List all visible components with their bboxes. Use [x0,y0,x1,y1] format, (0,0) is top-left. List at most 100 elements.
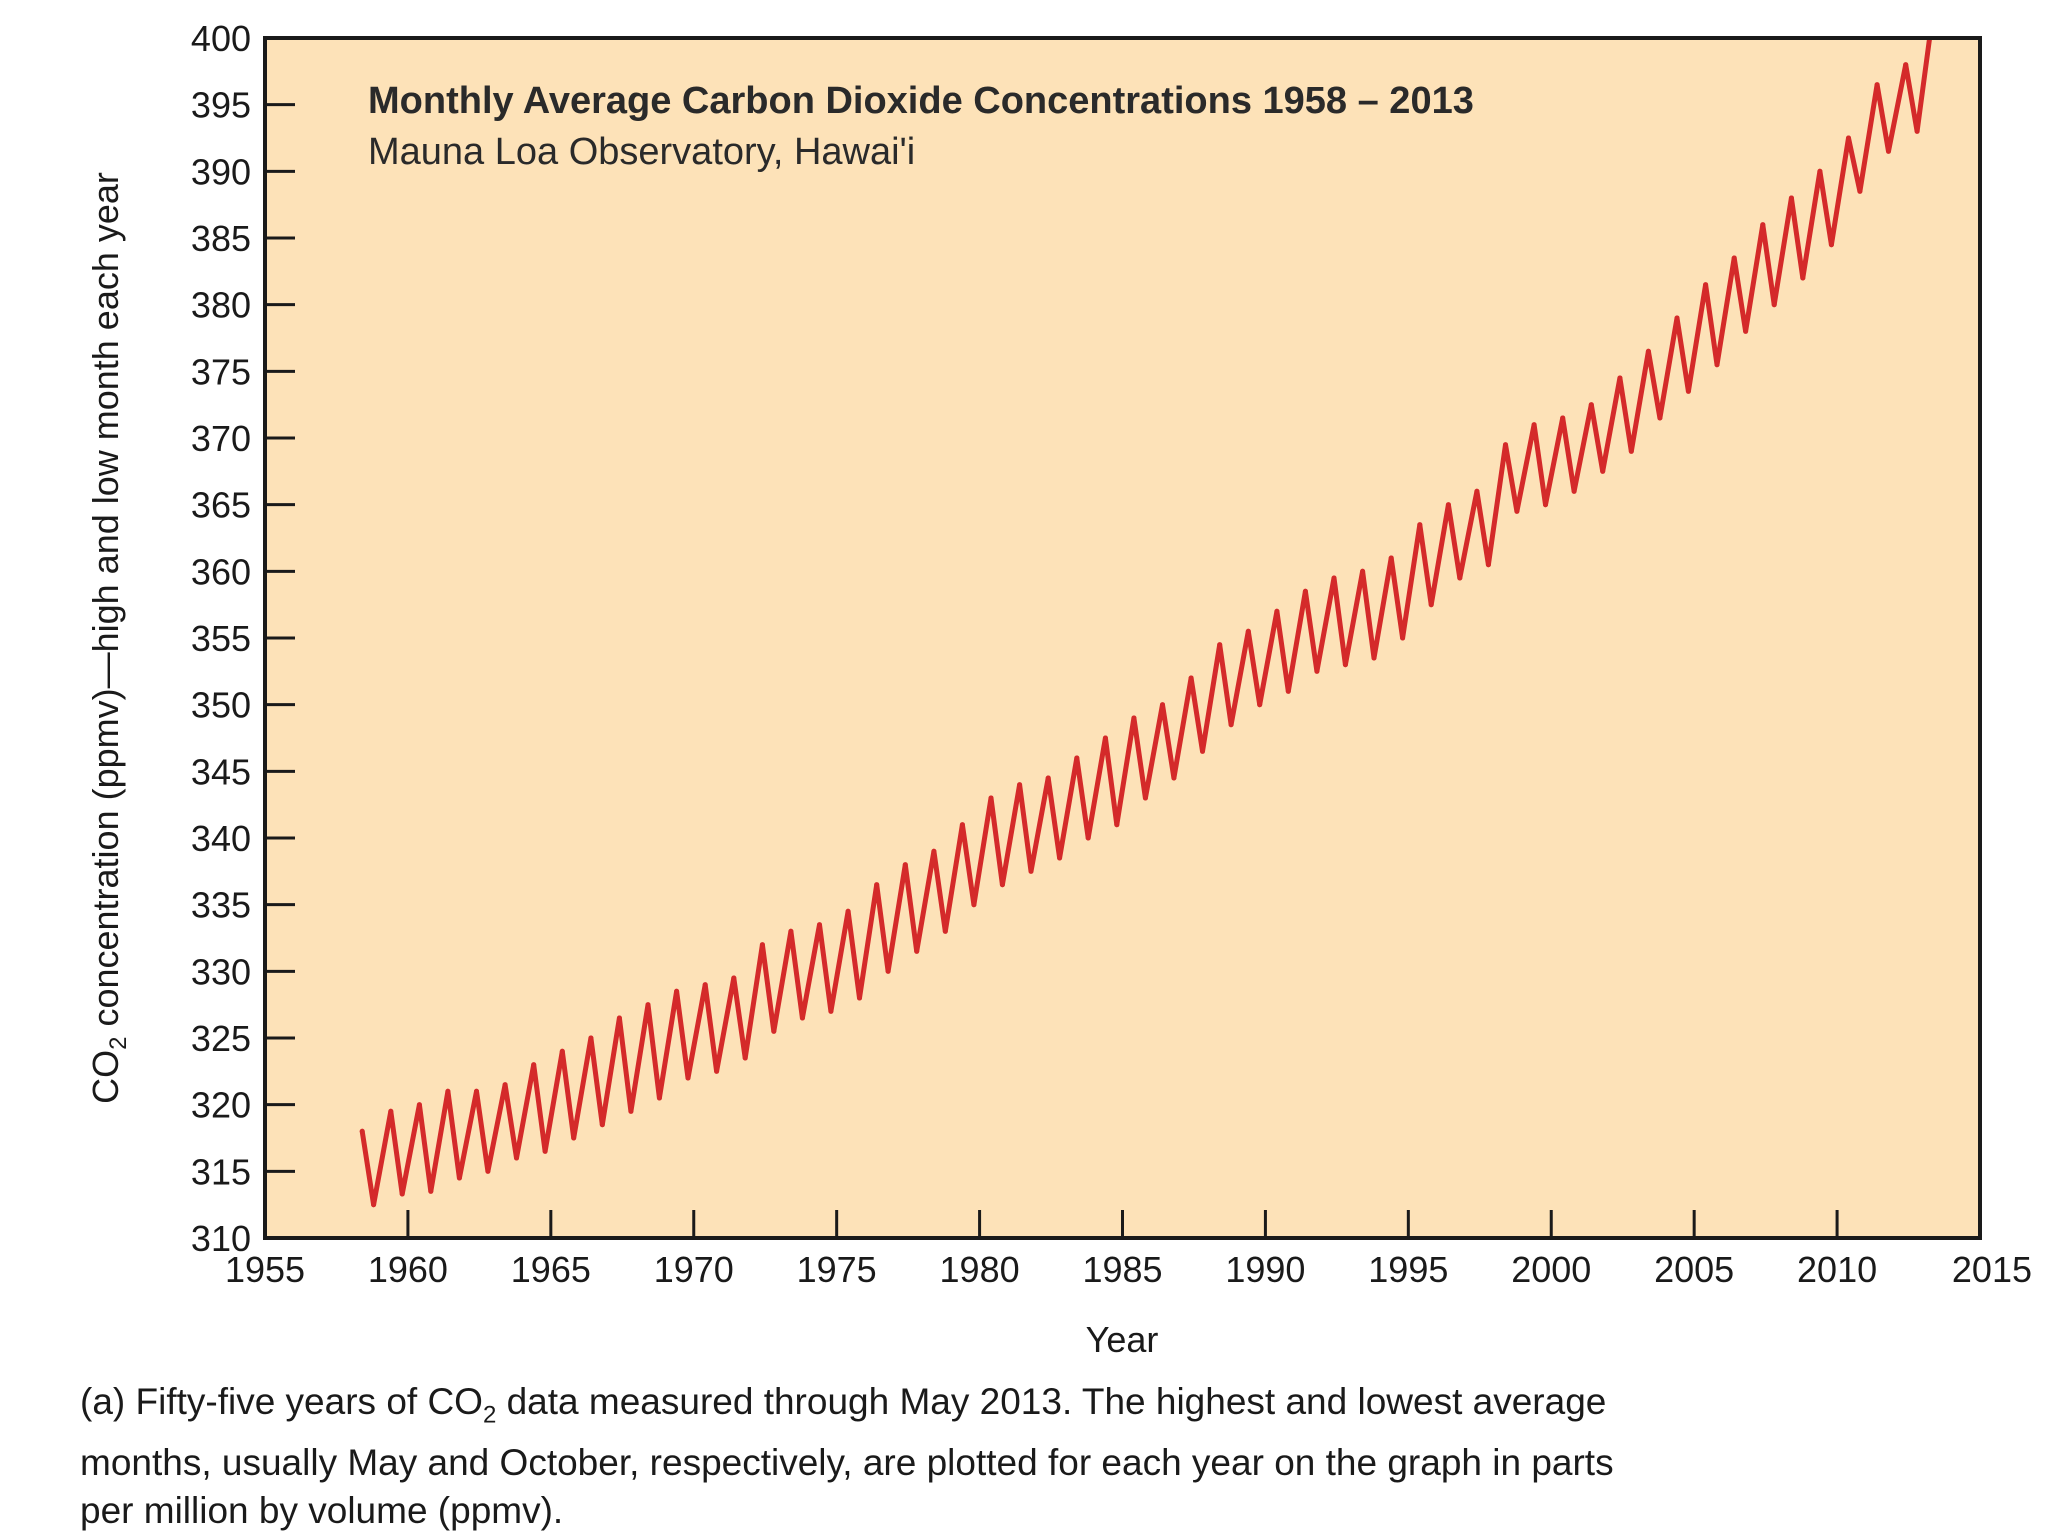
data-point [902,862,908,868]
data-point [1474,488,1480,494]
data-point [1929,22,1934,27]
data-point [1445,502,1451,508]
data-point [1028,868,1034,874]
x-axis-ticks: 1955 1960 1965 1970 1975 1980 1985 1990 1995 2000… [225,1210,2032,1290]
data-point [1245,628,1251,634]
data-point [828,1008,834,1014]
data-point [1714,362,1720,368]
data-point [1274,608,1280,614]
data-point [485,1168,491,1174]
figure-caption: (a) Fifty-five years of CO2 data measure… [80,1378,2020,1535]
data-point [1788,195,1794,201]
data-point [656,1095,662,1101]
data-point [1531,422,1537,428]
y-tick-label: 360 [191,551,251,592]
data-point [674,988,680,994]
plot-frame [263,36,1982,1240]
caption-line3: per million by volume (ppmv). [80,1490,564,1532]
y-tick-label: 335 [191,885,251,926]
data-point [388,1108,394,1114]
data-point [1285,688,1291,694]
data-point [857,995,862,1001]
data-point [599,1122,605,1128]
data-point [588,1035,594,1041]
caption-line1-start: (a) Fifty-five years of CO [80,1381,483,1422]
data-point [1400,635,1406,641]
data-point [874,882,880,888]
data-point [799,1015,805,1021]
data-point [502,1082,508,1088]
y-axis-title-rest: concentration (ppmv)—high and low month … [85,172,126,1036]
y-tick-label: 355 [191,618,251,659]
data-point [1645,348,1651,354]
data-point [1142,795,1148,801]
y-tick-label: 380 [191,285,251,326]
data-point [1685,388,1691,394]
data-point [428,1188,434,1194]
y-tick-label: 315 [191,1151,251,1192]
x-tick-label: 1995 [1368,1249,1448,1290]
y-tick-label: 310 [191,1218,251,1259]
data-point [1228,722,1234,728]
y-tick-label: 345 [191,751,251,792]
data-point [959,822,965,828]
x-tick-label: 1960 [368,1249,448,1290]
data-point [1485,562,1491,568]
data-point [1617,375,1623,381]
data-point [1331,575,1337,581]
data-point [1160,702,1165,708]
data-point [817,922,822,928]
data-point [371,1202,377,1208]
data-point [1074,755,1080,761]
data-point [1703,282,1709,288]
data-point [702,982,708,988]
data-point [1360,568,1366,574]
data-point [1057,855,1063,861]
data-point [645,1002,651,1008]
data-point [1217,642,1223,648]
data-point [399,1191,405,1197]
data-point [359,1128,365,1134]
y-tick-label: 320 [191,1085,251,1126]
y-tick-label: 350 [191,685,251,726]
data-point [742,1055,748,1061]
data-point [1628,448,1634,454]
data-point [628,1108,634,1114]
data-point [1371,655,1377,661]
data-point [1560,415,1566,421]
data-point [1731,255,1737,261]
data-point [1857,188,1863,194]
data-point [514,1155,519,1161]
data-point [1828,242,1834,248]
data-point [1743,328,1749,334]
data-point [1886,148,1891,154]
data-point [1600,468,1606,474]
data-point [1800,275,1806,281]
data-point [1388,555,1394,561]
x-tick-label: 1990 [1225,1249,1305,1290]
data-point [788,928,794,934]
data-point [1771,302,1777,308]
data-point [1817,168,1823,174]
caption-line2: months, usually May and October, respect… [80,1442,1614,1484]
data-point [1085,835,1091,841]
x-tick-label: 1955 [225,1249,305,1290]
y-axis-title: CO2 concentration (ppmv)—high and low mo… [85,172,132,1104]
data-point [1200,748,1205,754]
data-point [685,1075,691,1081]
data-point [771,1028,777,1034]
x-tick-label: 1965 [511,1249,591,1290]
y-axis-title-subscript: 2 [105,1037,132,1050]
data-point [999,882,1005,888]
plot-area [265,38,1980,1238]
data-point [845,908,851,914]
x-tick-label: 1985 [1082,1249,1162,1290]
data-points [359,22,1934,1208]
data-point [1503,442,1508,448]
data-point [1657,415,1663,421]
x-tick-label: 1975 [797,1249,877,1290]
data-point [1342,662,1348,668]
data-point [1188,675,1194,681]
data-point [456,1175,462,1181]
